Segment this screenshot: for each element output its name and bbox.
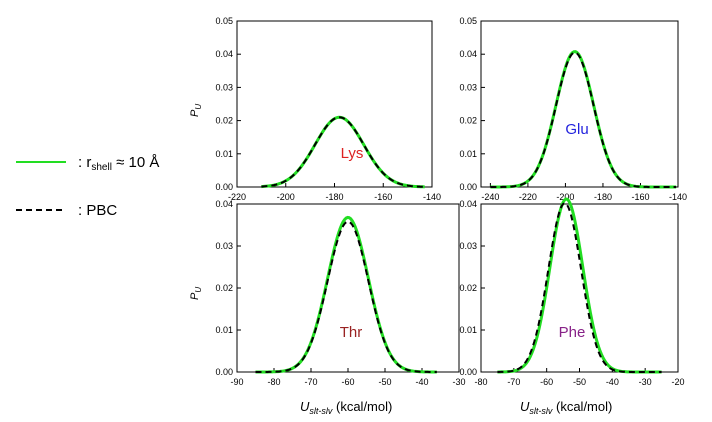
y-tick-label: 0.03	[215, 241, 233, 251]
y-tick-label: 0.02	[215, 283, 233, 293]
x-tick-label: -60	[341, 377, 354, 387]
x-tick-label: -70	[507, 377, 520, 387]
series-line-shell	[490, 50, 677, 189]
panel-thr: 0.00 0.01 0.02 0.03 0.04 -90 -80 -70 -60 -50 -40 -3…	[215, 199, 465, 387]
x-tick-label: -220	[519, 192, 537, 202]
y-tick-label: 0.04	[215, 199, 233, 209]
xlabel-left: Uslt-slv (kcal/mol)	[300, 399, 392, 416]
panel-lys: 0.00 0.01 0.02 0.03 0.04 0.05 -220 -200 -180 -160…	[215, 16, 441, 202]
x-tick-label: -20	[671, 377, 684, 387]
x-tick-label: -140	[423, 192, 441, 202]
y-tick-label: 0.05	[459, 16, 477, 26]
plot-frame	[236, 203, 460, 373]
y-tick-label: 0.00	[215, 367, 233, 377]
y-tick-label: 0.03	[215, 82, 233, 92]
x-tick-label: -90	[230, 377, 243, 387]
panel-label: Phe	[559, 324, 586, 341]
x-tick-label: -240	[481, 192, 499, 202]
y-tick-label: 0.00	[215, 182, 233, 192]
x-tick-label: -30	[639, 377, 652, 387]
y-tick-label: 0.00	[459, 182, 477, 192]
panel-label: Glu	[565, 121, 588, 138]
legend-shell-label: : rshell ≈ 10 Å	[78, 154, 159, 173]
legend: : rshell ≈ 10 Å : PBC	[16, 154, 159, 219]
y-tick-label: 0.01	[215, 149, 233, 159]
x-tick-label: -160	[631, 192, 649, 202]
x-tick-label: -180	[594, 192, 612, 202]
plot-frame	[480, 203, 679, 373]
series-line-pbc	[255, 220, 437, 373]
x-tick-label: -60	[540, 377, 553, 387]
x-tick-label: -30	[452, 377, 465, 387]
y-tick-label: 0.03	[459, 82, 477, 92]
y-tick-label: 0.04	[459, 199, 477, 209]
x-tick-label: -70	[304, 377, 317, 387]
y-tick-label: 0.00	[459, 367, 477, 377]
series-line-pbc	[497, 202, 662, 373]
series-line-shell	[497, 197, 662, 374]
panel-phe: 0.00 0.01 0.02 0.03 0.04 -80 -70 -60 -50 -40 -30 -2…	[459, 197, 685, 387]
y-tick-label: 0.04	[215, 49, 233, 59]
y-tick-label: 0.05	[215, 16, 233, 26]
x-tick-label: -200	[556, 192, 574, 202]
y-tick-label: 0.02	[459, 283, 477, 293]
x-tick-label: -220	[228, 192, 246, 202]
x-tick-label: -180	[325, 192, 343, 202]
legend-pbc-label: : PBC	[78, 202, 117, 219]
x-tick-label: -40	[415, 377, 428, 387]
plot-frame	[480, 20, 679, 188]
x-tick-label: -140	[669, 192, 687, 202]
x-tick-label: -40	[606, 377, 619, 387]
panels: 0.00 0.01 0.02 0.03 0.04 0.05 -220 -200 -180 -160…	[215, 16, 687, 387]
panel-label: Thr	[340, 324, 363, 341]
x-tick-label: -200	[277, 192, 295, 202]
x-tick-label: -50	[378, 377, 391, 387]
series-line-pbc	[261, 116, 425, 188]
y-tick-label: 0.01	[215, 325, 233, 335]
ylabel-top: PU	[189, 104, 203, 117]
x-tick-label: -160	[374, 192, 392, 202]
y-tick-label: 0.02	[215, 116, 233, 126]
x-tick-label: -80	[267, 377, 280, 387]
ylabel-bottom: PU	[189, 287, 203, 300]
y-tick-label: 0.03	[459, 241, 477, 251]
plot-frame	[236, 20, 433, 188]
x-tick-label: -50	[573, 377, 586, 387]
panel-label: Lys	[341, 145, 364, 162]
series-line-shell	[255, 215, 437, 374]
y-tick-label: 0.01	[459, 149, 477, 159]
x-tick-label: -80	[474, 377, 487, 387]
panel-glu: 0.00 0.01 0.02 0.03 0.04 0.05 -240 -220 -200 -180…	[459, 16, 687, 202]
y-tick-label: 0.01	[459, 325, 477, 335]
y-tick-label: 0.04	[459, 49, 477, 59]
xlabel-right: Uslt-slv (kcal/mol)	[520, 399, 612, 416]
y-tick-label: 0.02	[459, 116, 477, 126]
series-line-pbc	[490, 51, 677, 188]
